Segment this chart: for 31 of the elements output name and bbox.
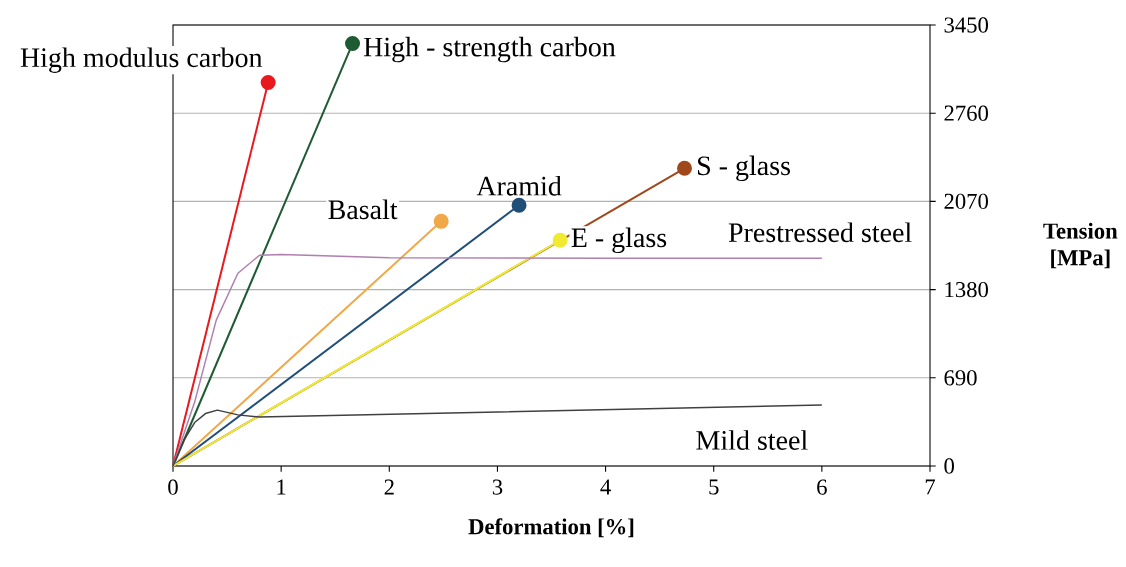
series-label: High - strength carbon xyxy=(363,36,616,63)
point xyxy=(345,36,361,52)
line-series xyxy=(172,404,823,467)
x-axis-title: Deformation [%] xyxy=(468,518,634,538)
y-axis-title: Tension [MPa] xyxy=(1043,222,1118,269)
series-label: Aramid xyxy=(476,175,562,196)
x-tick-label: 4 xyxy=(600,479,611,495)
x-tick-label: 7 xyxy=(925,479,936,495)
series-label: S - glass xyxy=(698,155,790,182)
point xyxy=(260,75,276,91)
x-tick-label: 3 xyxy=(492,479,503,495)
x-tick-label: 5 xyxy=(709,479,719,495)
point xyxy=(552,232,568,248)
y-tick-label: 690 xyxy=(944,370,977,386)
point xyxy=(677,160,693,176)
point xyxy=(433,213,449,229)
y-tick-label: 0 xyxy=(944,458,954,474)
series-label: High modulus carbon xyxy=(20,47,263,73)
x-tick-label: 0 xyxy=(168,479,178,495)
x-tick-label: 2 xyxy=(384,479,394,495)
x-tick-label: 6 xyxy=(817,479,827,495)
x-tick-label: 1 xyxy=(277,479,286,495)
y-tick-label: 2070 xyxy=(944,193,988,210)
series-label: Prestressed steel xyxy=(728,222,912,243)
series-label: E - glass xyxy=(571,227,667,253)
y-tick-label: 1380 xyxy=(945,281,988,298)
y-tick-label: 3450 xyxy=(944,17,988,33)
series-label: Mild steel xyxy=(696,430,808,450)
y-tick-label: 2760 xyxy=(944,105,988,121)
series-label: Basalt xyxy=(328,199,398,220)
point xyxy=(511,197,527,213)
